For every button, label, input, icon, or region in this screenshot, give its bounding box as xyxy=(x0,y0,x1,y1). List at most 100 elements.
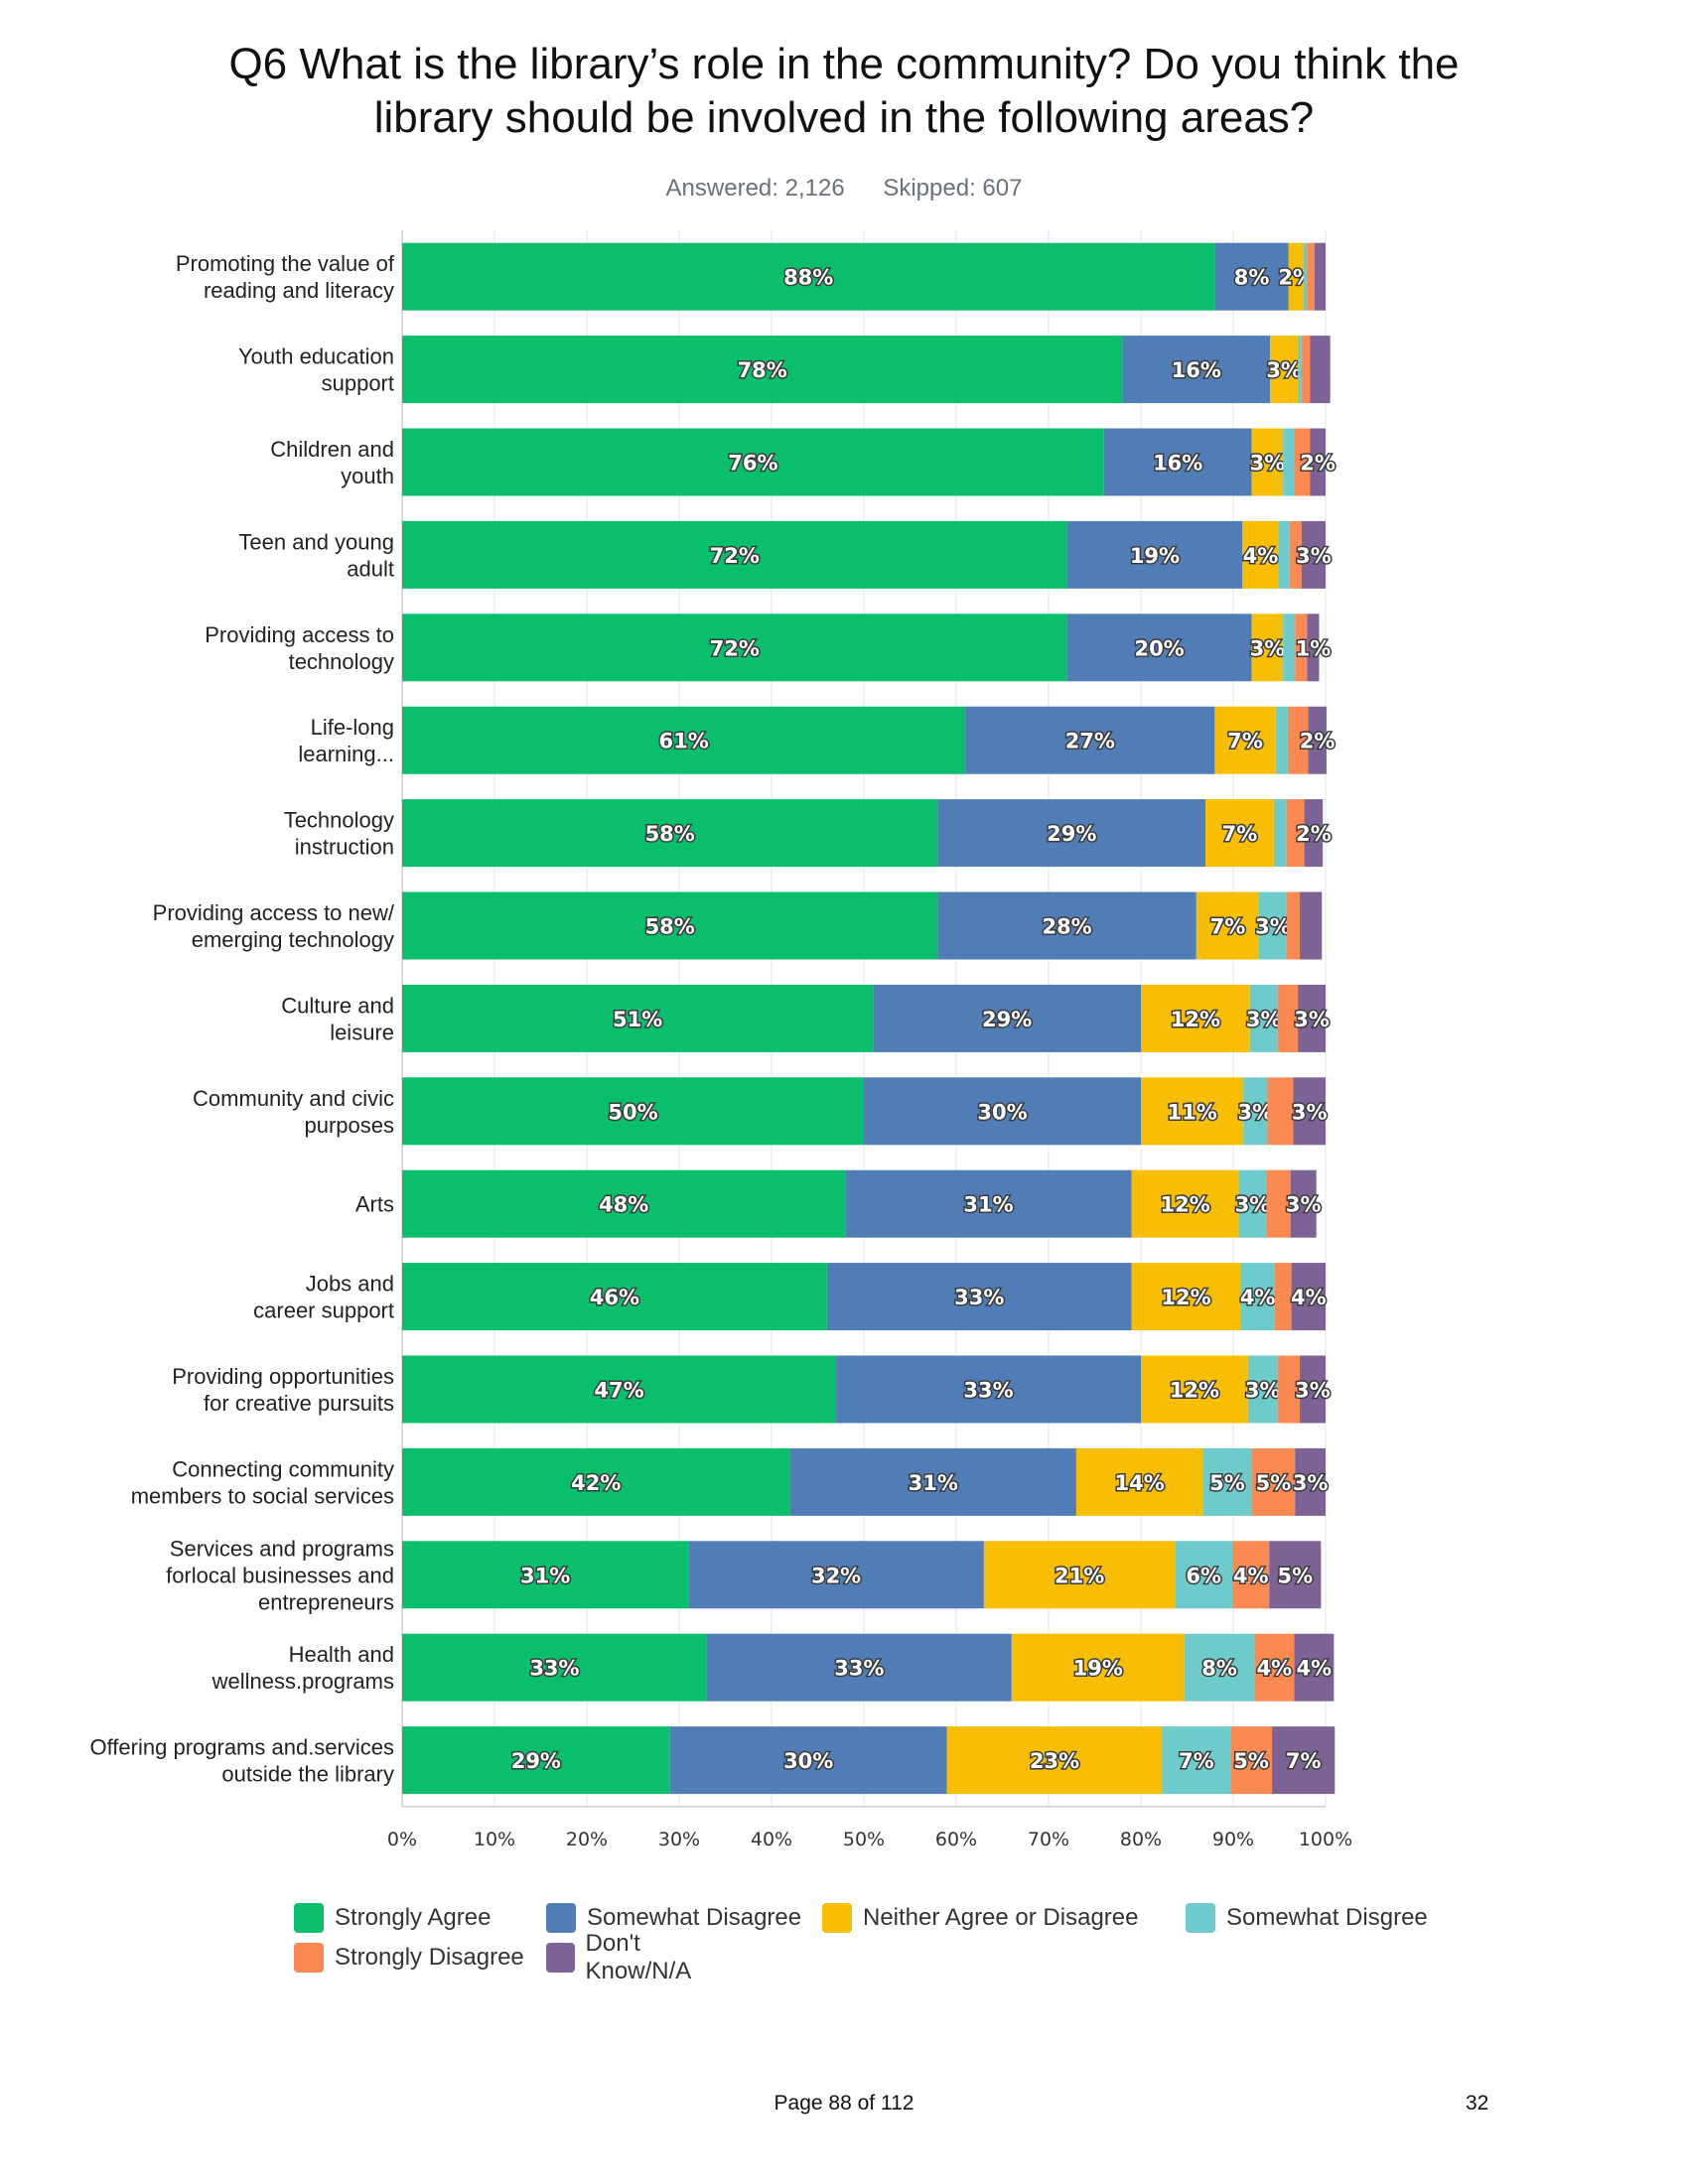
legend-label: Don't Know/N/A xyxy=(585,1930,692,1984)
data-label: 31% xyxy=(909,1471,958,1495)
data-label: 58% xyxy=(645,915,695,939)
bar-segment xyxy=(1293,1077,1326,1146)
data-label: 4% xyxy=(1257,1657,1293,1681)
x-tick-label: 50% xyxy=(843,1829,885,1850)
data-label: 2% xyxy=(1300,452,1336,476)
data-label: 72% xyxy=(710,544,760,568)
data-label: 5% xyxy=(1256,1471,1292,1495)
bar-segment xyxy=(402,1726,670,1795)
bar-segment xyxy=(402,520,1067,589)
bar-segment xyxy=(1175,1541,1233,1609)
category-label: forlocal businesses and xyxy=(166,1563,394,1587)
bar-segment xyxy=(1273,799,1287,868)
bar-segment xyxy=(1266,1169,1291,1238)
bar-segment xyxy=(402,1077,864,1146)
data-label: 3% xyxy=(1296,544,1332,568)
data-label: 11% xyxy=(1167,1100,1216,1124)
data-label: 16% xyxy=(1153,452,1202,476)
x-tick-label: 0% xyxy=(387,1829,417,1850)
bar-segment xyxy=(1303,242,1308,311)
data-label: 3% xyxy=(1250,452,1286,476)
data-label: 3% xyxy=(1293,1471,1329,1495)
bar-segment xyxy=(1247,1355,1278,1424)
bar-segment xyxy=(1232,1541,1270,1609)
category-label: Connecting community xyxy=(172,1456,394,1481)
bar-segment xyxy=(1066,520,1243,589)
category-label: youth xyxy=(341,464,394,488)
bar-segment xyxy=(1314,242,1326,311)
legend-item: Neither Agree or Disagree xyxy=(822,1902,1186,1934)
bar-segment xyxy=(1301,520,1326,589)
data-label: 72% xyxy=(710,636,760,660)
bar-segment xyxy=(1230,1726,1273,1795)
bar-segment xyxy=(1298,336,1302,404)
data-label: 4% xyxy=(1240,1286,1276,1309)
bar-segment xyxy=(1295,614,1308,682)
bar-segment xyxy=(1131,1263,1241,1331)
legend-item: Somewhat Disagree xyxy=(546,1902,822,1934)
bar-segment xyxy=(845,1169,1132,1238)
data-label: 5% xyxy=(1277,1564,1313,1587)
bar-segment xyxy=(1269,1541,1322,1609)
bar-segment xyxy=(1243,1077,1268,1146)
x-tick-label: 100% xyxy=(1299,1829,1352,1850)
x-tick-label: 20% xyxy=(566,1829,608,1850)
bar-segment xyxy=(1122,336,1271,404)
bar-segment xyxy=(402,799,938,868)
data-label: 47% xyxy=(594,1379,643,1403)
category-label: support xyxy=(322,371,394,396)
legend-label: Strongly Disagree xyxy=(335,1944,524,1971)
bar-segment xyxy=(1277,1355,1300,1424)
x-tick-label: 90% xyxy=(1212,1829,1254,1850)
data-label: 1% xyxy=(1296,636,1332,660)
category-label: Jobs and xyxy=(306,1272,394,1297)
data-label: 31% xyxy=(520,1564,570,1587)
category-label: wellness.programs xyxy=(211,1669,394,1694)
bar-segment xyxy=(402,428,1104,496)
data-label: 50% xyxy=(608,1100,657,1124)
bar-segment xyxy=(1310,336,1331,404)
category-label: emerging technology xyxy=(192,927,394,952)
bar-segment xyxy=(1288,242,1304,311)
data-label: 29% xyxy=(982,1008,1032,1031)
bar-segment xyxy=(1294,428,1311,496)
bar-segment xyxy=(1214,706,1276,774)
data-label: 42% xyxy=(571,1471,621,1495)
bar-segment xyxy=(1184,1633,1255,1702)
bar-segment xyxy=(1277,984,1299,1052)
legend-swatch xyxy=(1186,1903,1215,1933)
data-label: 51% xyxy=(613,1008,662,1031)
bar-segment xyxy=(1066,614,1252,682)
data-label: 58% xyxy=(645,822,695,846)
data-label: 5% xyxy=(1209,1471,1245,1495)
category-label: for creative pursuits xyxy=(204,1391,394,1416)
bar-segment xyxy=(1259,891,1287,960)
data-label: 31% xyxy=(963,1193,1013,1217)
category-label: leisure xyxy=(330,1020,394,1044)
category-label: Children and xyxy=(270,437,394,462)
bar-segment xyxy=(1283,428,1295,496)
bar-segment xyxy=(789,1447,1076,1516)
bar-segment xyxy=(402,1633,707,1702)
bar-segment xyxy=(669,1726,947,1795)
bar-segment xyxy=(864,1077,1141,1146)
category-label: reading and literacy xyxy=(204,278,394,303)
bar-segment xyxy=(1251,614,1284,682)
bar-segment xyxy=(1301,336,1311,404)
chart-title-line-1: Q6 What is the library’s role in the com… xyxy=(228,40,1460,88)
bar-segment xyxy=(1290,1169,1317,1238)
bar-segment xyxy=(402,336,1123,404)
legend-item: Don't Know/N/A xyxy=(546,1930,745,1984)
data-label: 3% xyxy=(1250,636,1286,660)
bar-segment xyxy=(402,891,938,960)
stacked-bar-chart: 0% 10% 20% 30% 40% 50% 60% 70% 80% 90% 100% Promoti… xyxy=(89,230,1352,1850)
data-label: 23% xyxy=(1030,1749,1079,1773)
bar-segment xyxy=(402,1355,837,1424)
skipped-count: Skipped: 607 xyxy=(883,175,1023,202)
bar-segment xyxy=(1141,1077,1244,1146)
page-footer: Page 88 of 112 xyxy=(774,2092,914,2115)
data-label: 21% xyxy=(1055,1564,1104,1587)
bar-segment xyxy=(1011,1633,1185,1702)
answered-count: Answered: 2,126 xyxy=(665,175,845,202)
bar-segment xyxy=(1304,799,1324,868)
